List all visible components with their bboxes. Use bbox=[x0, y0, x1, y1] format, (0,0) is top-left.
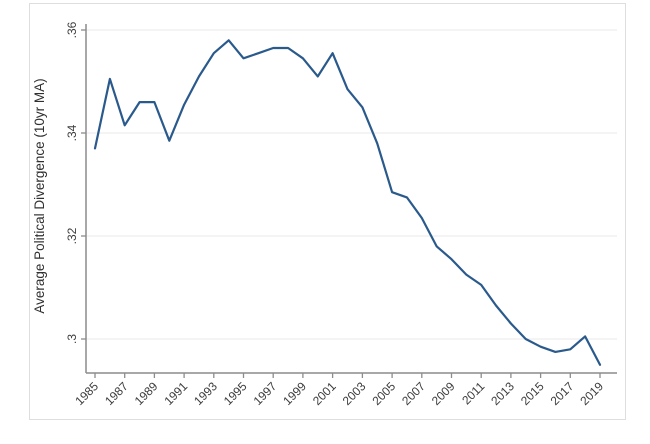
y-tick-label: .3 bbox=[65, 334, 79, 344]
gridlines bbox=[86, 29, 617, 340]
y-axis-title: Average Political Divergence (10yr MA) bbox=[32, 78, 47, 313]
y-tick-label: .36 bbox=[65, 21, 79, 38]
x-tick-label: 2017 bbox=[548, 379, 577, 408]
x-tick-label: 2013 bbox=[488, 379, 517, 408]
data-series bbox=[93, 39, 602, 366]
x-tick-label: 1989 bbox=[132, 379, 161, 408]
x-tick-label: 2015 bbox=[518, 379, 547, 408]
y-tick-label: .32 bbox=[65, 227, 79, 244]
x-tick-label: 1995 bbox=[221, 379, 250, 408]
x-tick-label: 1985 bbox=[72, 379, 101, 408]
x-tick-label: 2009 bbox=[429, 379, 458, 408]
series-line bbox=[93, 39, 602, 366]
x-tick-label: 1993 bbox=[191, 379, 220, 408]
x-axis: 1985 1987 1989 1991 1993 1995 1997 1999 2001 2003… bbox=[72, 372, 617, 408]
x-tick-label: 1999 bbox=[280, 379, 309, 408]
x-tick-label: 1987 bbox=[102, 379, 131, 408]
x-tick-label: 2003 bbox=[340, 379, 369, 408]
x-tick-label: 2011 bbox=[459, 379, 487, 407]
y-axis: .3 .32 .34 .36 bbox=[65, 21, 87, 373]
y-tick-label: .34 bbox=[65, 124, 79, 141]
x-tick-label: 2005 bbox=[369, 379, 398, 408]
x-tick-label: 2001 bbox=[310, 379, 339, 408]
x-tick-label: 1991 bbox=[161, 379, 190, 408]
x-tick-label: 2007 bbox=[399, 379, 428, 408]
x-tick-label: 1997 bbox=[251, 379, 280, 408]
x-tick-label: 2019 bbox=[577, 379, 606, 408]
graph-frame bbox=[29, 3, 626, 420]
